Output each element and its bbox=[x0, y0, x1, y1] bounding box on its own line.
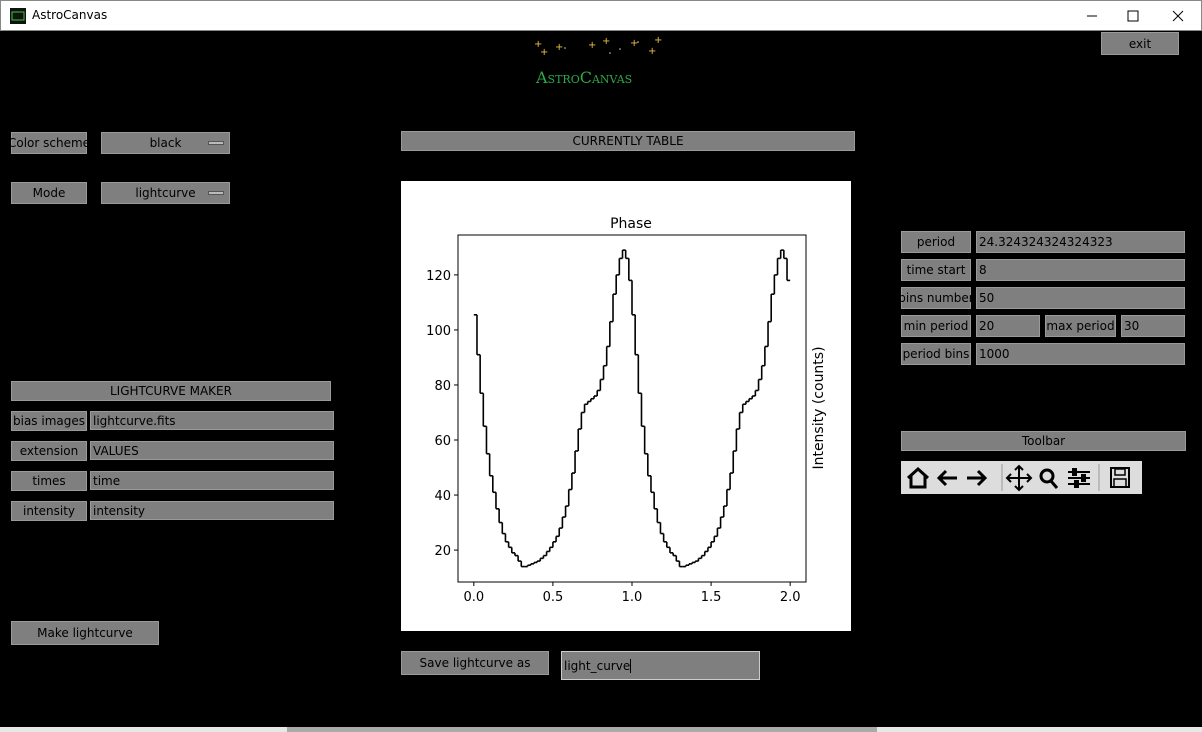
toolbar[interactable] bbox=[901, 461, 1142, 494]
param-input[interactable]: 20 bbox=[976, 315, 1040, 337]
param-input[interactable]: 1000 bbox=[976, 343, 1185, 365]
param-input[interactable]: 30 bbox=[1121, 315, 1185, 337]
dropdown-indicator bbox=[208, 141, 224, 145]
svg-text:+: + bbox=[588, 40, 596, 51]
param-label: period bins bbox=[901, 343, 971, 365]
scrollbar bbox=[0, 727, 1202, 732]
make-lightcurve-button[interactable]: Make lightcurve bbox=[11, 621, 159, 645]
dropdown-value: black bbox=[149, 136, 182, 150]
param-label: period bbox=[901, 231, 971, 253]
param-input[interactable]: 8 bbox=[976, 259, 1185, 281]
field-label: bias images bbox=[11, 411, 87, 431]
svg-text:+: + bbox=[648, 46, 656, 56]
color-scheme-dropdown[interactable]: black bbox=[101, 132, 230, 154]
x-tick-label: 1.5 bbox=[701, 590, 722, 605]
svg-text:+: + bbox=[630, 38, 638, 49]
dropdown-value: lightcurve bbox=[135, 186, 196, 200]
param-label: bins number bbox=[898, 287, 974, 309]
step-connectors bbox=[476, 250, 788, 567]
field-label: extension bbox=[11, 441, 87, 461]
table-header: CURRENTLY TABLE bbox=[401, 131, 855, 151]
svg-text:+: + bbox=[555, 42, 563, 53]
svg-text:+: + bbox=[540, 47, 548, 56]
x-tick-label: 0.5 bbox=[543, 590, 564, 605]
x-tick-label: 2.0 bbox=[780, 590, 801, 605]
save-button[interactable]: Save lightcurve as bbox=[401, 651, 549, 675]
save-input[interactable]: light_curve bbox=[561, 651, 760, 680]
param-input[interactable]: 24.324324324324323 bbox=[976, 231, 1185, 253]
y-tick-label: 100 bbox=[426, 324, 451, 339]
input-value: light_curve bbox=[564, 658, 631, 673]
app-icon bbox=[10, 8, 26, 24]
y-tick-label: 120 bbox=[426, 269, 451, 284]
chart: Phase Intensity (counts) 0.0 0.5 1.0 1.5 2.0… bbox=[401, 181, 851, 631]
y-tick-label: 40 bbox=[434, 489, 451, 504]
window-title: AstroCanvas bbox=[32, 8, 108, 22]
chart-title: Phase bbox=[610, 216, 652, 232]
section-title: LIGHTCURVE MAKER bbox=[11, 381, 331, 401]
color-scheme-label: Color scheme bbox=[8, 132, 90, 154]
y-tick-label: 80 bbox=[434, 379, 451, 394]
mode-dropdown[interactable]: lightcurve bbox=[101, 182, 230, 204]
param-input[interactable]: 50 bbox=[976, 287, 1185, 309]
exit-button[interactable]: exit bbox=[1101, 32, 1179, 55]
svg-text:+: + bbox=[534, 39, 542, 50]
svg-text:+: + bbox=[654, 35, 662, 46]
scrollbar-thumb[interactable] bbox=[287, 727, 877, 732]
toolbar-title: Toolbar bbox=[901, 431, 1186, 451]
y-tick-label: 20 bbox=[434, 544, 451, 559]
field-label: intensity bbox=[11, 501, 87, 521]
x-tick-label: 1.0 bbox=[622, 590, 643, 605]
window-controls[interactable] bbox=[1071, 1, 1201, 31]
logo: AstroCanvas bbox=[536, 68, 633, 87]
logo-stars: + + + + + +++ bbox=[534, 35, 662, 56]
mode-label: Mode bbox=[11, 182, 87, 204]
y-axis-label: Intensity (counts) bbox=[811, 346, 827, 469]
field-input[interactable]: time bbox=[90, 471, 334, 490]
param-label: max period bbox=[1045, 315, 1116, 337]
param-label: time start bbox=[901, 259, 971, 281]
title-bar: AstroCanvas bbox=[0, 0, 1202, 31]
caret bbox=[630, 658, 632, 673]
field-input[interactable]: VALUES bbox=[90, 441, 334, 460]
svg-text:+: + bbox=[602, 36, 610, 47]
param-label: min period bbox=[901, 315, 971, 337]
field-input[interactable]: lightcurve.fits bbox=[90, 411, 334, 430]
field-input[interactable]: intensity bbox=[90, 501, 334, 520]
x-tick-label: 0.0 bbox=[463, 590, 484, 605]
field-label: times bbox=[11, 471, 87, 491]
dropdown-indicator bbox=[208, 191, 224, 195]
y-tick-label: 60 bbox=[434, 434, 451, 449]
